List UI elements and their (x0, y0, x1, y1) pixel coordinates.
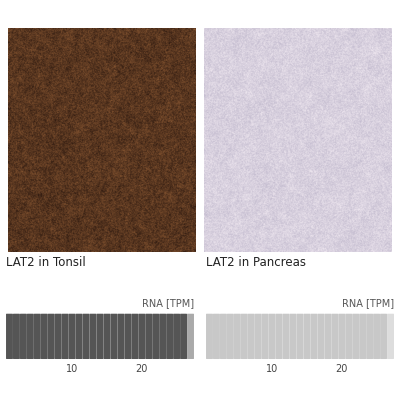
FancyBboxPatch shape (20, 314, 27, 359)
FancyBboxPatch shape (380, 314, 387, 359)
FancyBboxPatch shape (304, 314, 310, 359)
FancyBboxPatch shape (255, 314, 262, 359)
FancyBboxPatch shape (283, 314, 290, 359)
FancyBboxPatch shape (173, 314, 180, 359)
FancyBboxPatch shape (331, 314, 338, 359)
FancyBboxPatch shape (96, 314, 104, 359)
FancyBboxPatch shape (34, 314, 41, 359)
FancyBboxPatch shape (55, 314, 62, 359)
FancyBboxPatch shape (338, 314, 345, 359)
FancyBboxPatch shape (324, 314, 331, 359)
FancyBboxPatch shape (124, 314, 131, 359)
Text: 10: 10 (66, 364, 78, 374)
FancyBboxPatch shape (6, 314, 13, 359)
FancyBboxPatch shape (145, 314, 152, 359)
FancyBboxPatch shape (76, 314, 82, 359)
FancyBboxPatch shape (104, 314, 110, 359)
FancyBboxPatch shape (27, 314, 34, 359)
FancyBboxPatch shape (13, 314, 20, 359)
FancyBboxPatch shape (152, 314, 159, 359)
FancyBboxPatch shape (166, 314, 173, 359)
Text: 20: 20 (336, 364, 348, 374)
FancyBboxPatch shape (159, 314, 166, 359)
FancyBboxPatch shape (83, 314, 90, 359)
FancyBboxPatch shape (110, 314, 117, 359)
FancyBboxPatch shape (366, 314, 373, 359)
Text: 30: 30 (205, 364, 218, 374)
FancyBboxPatch shape (138, 314, 145, 359)
FancyBboxPatch shape (206, 314, 213, 359)
FancyBboxPatch shape (187, 314, 194, 359)
FancyBboxPatch shape (227, 314, 234, 359)
Text: 20: 20 (136, 364, 148, 374)
Text: 40: 40 (275, 364, 287, 374)
FancyBboxPatch shape (62, 314, 69, 359)
FancyBboxPatch shape (131, 314, 138, 359)
FancyBboxPatch shape (41, 314, 48, 359)
FancyBboxPatch shape (234, 314, 241, 359)
FancyBboxPatch shape (118, 314, 124, 359)
FancyBboxPatch shape (387, 314, 394, 359)
FancyBboxPatch shape (318, 314, 324, 359)
FancyBboxPatch shape (373, 314, 380, 359)
Text: LAT2 in Tonsil: LAT2 in Tonsil (6, 256, 86, 270)
FancyBboxPatch shape (90, 314, 96, 359)
FancyBboxPatch shape (262, 314, 269, 359)
Text: 10: 10 (266, 364, 278, 374)
FancyBboxPatch shape (269, 314, 276, 359)
FancyBboxPatch shape (345, 314, 352, 359)
FancyBboxPatch shape (213, 314, 220, 359)
Text: RNA [TPM]: RNA [TPM] (342, 298, 394, 308)
FancyBboxPatch shape (352, 314, 359, 359)
FancyBboxPatch shape (296, 314, 304, 359)
FancyBboxPatch shape (276, 314, 282, 359)
FancyBboxPatch shape (359, 314, 366, 359)
Text: RNA [TPM]: RNA [TPM] (142, 298, 194, 308)
Text: 50: 50 (344, 364, 357, 374)
Text: LAT2 in Pancreas: LAT2 in Pancreas (206, 256, 306, 270)
FancyBboxPatch shape (310, 314, 317, 359)
FancyBboxPatch shape (220, 314, 227, 359)
FancyBboxPatch shape (248, 314, 255, 359)
FancyBboxPatch shape (48, 314, 55, 359)
FancyBboxPatch shape (69, 314, 76, 359)
FancyBboxPatch shape (241, 314, 248, 359)
FancyBboxPatch shape (180, 314, 187, 359)
FancyBboxPatch shape (290, 314, 296, 359)
